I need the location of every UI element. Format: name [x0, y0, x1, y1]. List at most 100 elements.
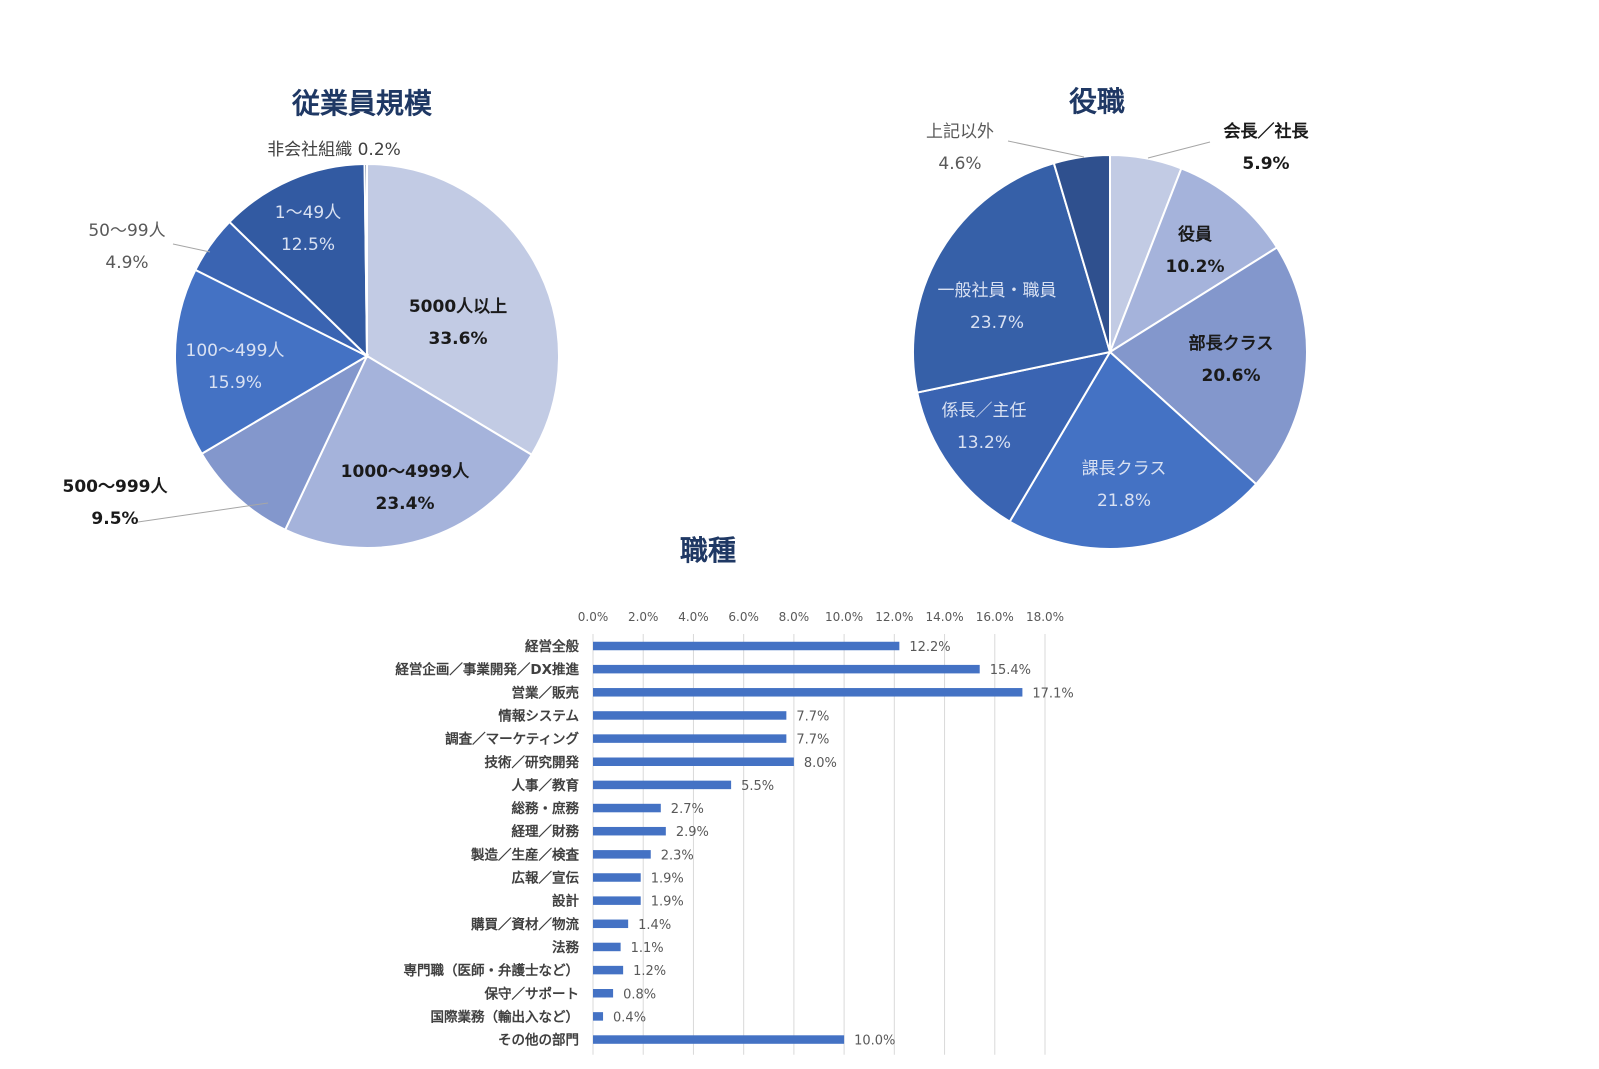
x-tick-4: 8.0%	[779, 610, 810, 624]
pie1-label-2: 500〜999人	[63, 477, 169, 497]
pie1-slice-3	[174, 268, 370, 456]
category-label-13: 法務	[552, 939, 580, 956]
data-label-1: 15.4%	[990, 663, 1031, 678]
category-label-16: 国際業務（輸出入など）	[431, 1008, 580, 1025]
pie1-slice-6	[363, 162, 368, 357]
x-tick-3: 6.0%	[728, 610, 759, 624]
pie1-leader-line-4	[172, 243, 211, 253]
pie1-slice-1	[283, 354, 534, 549]
data-label-17: 10.0%	[854, 1034, 895, 1049]
pie2-slice-3	[1008, 350, 1258, 550]
bar-7	[593, 803, 661, 813]
employee-size-title: 従業員規模	[291, 87, 433, 120]
pie2-value-1: 10.2%	[1166, 257, 1225, 277]
pie2-label-2: 部長クラス	[1189, 333, 1274, 354]
data-label-6: 5.5%	[741, 779, 774, 794]
category-label-4: 調査／マーケティング	[445, 731, 579, 748]
pie1-label-1: 1000〜4999人	[341, 462, 471, 482]
job-type-bar-chart: 0.0% 2.0% 4.0% 6.0% 8.0% 10.0% 12.0% 14.0% 16.0%…	[395, 610, 1074, 1055]
bar-6	[593, 780, 732, 790]
data-label-13: 1.1%	[631, 941, 664, 956]
pie2-slice-6	[1052, 153, 1111, 353]
bar-10	[593, 873, 641, 882]
pie2-label-4: 係長／主任	[942, 401, 1027, 421]
pie2-label-0: 会長／社長	[1224, 121, 1310, 142]
pie2-leader-line-6	[1007, 140, 1085, 158]
pie2-value-5: 23.7%	[970, 313, 1024, 333]
job-type-title: 職種	[680, 534, 736, 567]
data-label-4: 7.7%	[796, 733, 829, 748]
pie2-value-3: 21.8%	[1097, 491, 1151, 511]
pie1-slice-5	[228, 163, 369, 359]
data-label-9: 2.3%	[661, 848, 694, 863]
category-label-3: 情報システム	[498, 707, 579, 724]
category-label-11: 設計	[552, 893, 580, 910]
x-tick-2: 4.0%	[678, 610, 709, 624]
pie2-slice-2	[1108, 246, 1308, 486]
pie2-slice-5	[912, 161, 1112, 394]
pie2-value-0: 5.9%	[1242, 154, 1289, 174]
category-label-12: 購買／資材／物流	[470, 916, 579, 933]
bar-17	[593, 1035, 845, 1044]
data-label-15: 0.8%	[623, 987, 656, 1002]
bar-9	[593, 850, 651, 859]
data-label-3: 7.7%	[796, 709, 829, 724]
bar-12	[593, 919, 629, 929]
category-label-14: 専門職（医師・弁護士など）	[404, 962, 580, 979]
position-title: 役職	[1069, 85, 1125, 118]
bar-0	[593, 641, 900, 651]
pie1-value-1: 23.4%	[376, 494, 435, 514]
category-label-2: 営業／販売	[512, 684, 580, 701]
data-label-7: 2.7%	[671, 802, 704, 817]
bar-1	[593, 664, 980, 674]
pie2-leader-line-0	[1147, 141, 1211, 159]
bar-15	[593, 989, 614, 998]
category-label-17: その他の部門	[498, 1032, 579, 1049]
pie1-leader-line-2	[137, 502, 269, 523]
bar-16	[593, 1012, 604, 1021]
bar-3	[593, 711, 787, 720]
pie2-value-4: 13.2%	[957, 433, 1011, 453]
pie1-value-2: 9.5%	[91, 509, 138, 529]
category-label-7: 総務・庶務	[512, 800, 580, 817]
data-label-5: 8.0%	[804, 756, 837, 771]
data-label-10: 1.9%	[651, 872, 684, 887]
category-label-8: 経理／財務	[512, 823, 580, 840]
pie1-value-5: 12.5%	[281, 235, 335, 255]
pie2-value-2: 20.6%	[1202, 366, 1261, 386]
pie1-label-0: 5000人以上	[409, 297, 507, 317]
pie2-value-6: 4.6%	[938, 154, 981, 174]
employee-size-pie: 5000人以上 33.6% 1000〜4999人 23.4% 500〜999人 9.5% 1…	[63, 140, 560, 549]
category-label-6: 人事／教育	[512, 777, 580, 794]
bar-2	[593, 688, 1023, 697]
pie2-label-5: 一般社員・職員	[938, 281, 1057, 301]
pie1-label-6: 非会社組織 0.2%	[267, 140, 401, 160]
category-label-15: 保守／サポート	[484, 985, 580, 1002]
x-tick-8: 16.0%	[976, 610, 1014, 624]
category-label-0: 経営全般	[525, 638, 579, 655]
pie1-label-3: 100〜499人	[186, 341, 285, 361]
data-label-12: 1.4%	[638, 918, 671, 933]
x-tick-7: 14.0%	[925, 610, 963, 624]
data-label-11: 1.9%	[651, 895, 684, 910]
data-label-8: 2.9%	[676, 825, 709, 840]
pie1-value-6: 0.2%	[358, 140, 401, 160]
pie2-label-3: 課長クラス	[1082, 459, 1167, 479]
pie1-value-4: 4.9%	[105, 253, 148, 273]
pie1-value-3: 15.9%	[208, 373, 262, 393]
pie2-label-1: 役員	[1178, 224, 1212, 245]
data-label-2: 17.1%	[1032, 686, 1073, 701]
data-label-0: 12.2%	[909, 640, 950, 655]
position-pie: 会長／社長 5.9% 役員 10.2% 部長クラス 20.6% 課長クラス 21.8% 係長／主…	[912, 121, 1310, 550]
data-label-16: 0.4%	[613, 1010, 646, 1025]
bar-5	[593, 757, 794, 766]
bar-11	[593, 896, 641, 905]
category-label-10: 広報／宣伝	[512, 870, 580, 887]
pie2-slice-4	[916, 350, 1113, 523]
pie2-label-6: 上記以外	[926, 122, 994, 142]
x-tick-1: 2.0%	[628, 610, 659, 624]
pie1-label-4: 50〜99人	[88, 221, 165, 241]
x-tick-9: 18.0%	[1026, 610, 1064, 624]
